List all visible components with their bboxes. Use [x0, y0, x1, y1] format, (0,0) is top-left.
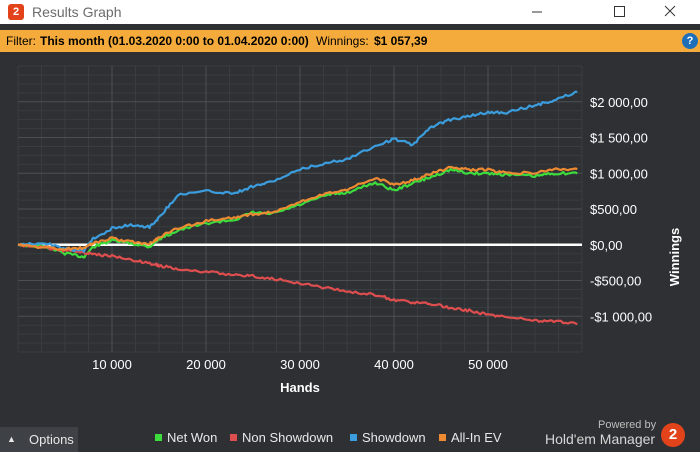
x-tick-label: 30 000	[280, 357, 320, 372]
x-tick-labels: 10 000 20 000 30 000 40 000 50 000	[92, 357, 508, 372]
powered-by-text: Powered by	[598, 419, 657, 431]
hm-logo-icon: 2	[661, 423, 685, 447]
close-button[interactable]	[648, 0, 694, 24]
legend-swatch-non-showdown	[230, 434, 237, 441]
x-tick-label: 50 000	[468, 357, 508, 372]
x-axis-label: Hands	[280, 380, 320, 395]
series-line-all-in-ev[interactable]	[17, 165, 578, 251]
series-line-showdown[interactable]	[17, 90, 578, 253]
legend-label-all-in-ev: All-In EV	[451, 430, 502, 445]
y-axis-label: Winnings	[667, 228, 682, 286]
y-tick-label: $1 000,00	[590, 166, 648, 181]
y-tick-label: $1 500,00	[590, 131, 648, 146]
brand-name: Hold'em Manager	[545, 431, 656, 447]
x-tick-label: 10 000	[92, 357, 132, 372]
maximize-icon	[614, 6, 625, 17]
app-logo-icon: 2	[8, 4, 24, 20]
y-tick-labels: $2 000,00 $1 500,00 $1 000,00 $500,00 $0,00 -…	[590, 95, 652, 325]
legend-swatch-net-won	[155, 434, 162, 441]
legend-all-in-ev[interactable]: All-In EV	[439, 431, 502, 445]
filter-value[interactable]: This month (01.03.2020 0:00 to 01.04.202…	[40, 34, 309, 48]
legend-non-showdown[interactable]: Non Showdown	[230, 431, 333, 445]
chevron-up-icon: ▲	[7, 434, 16, 444]
filter-label: Filter:	[6, 34, 36, 48]
window-title: Results Graph	[32, 4, 122, 20]
x-tick-label: 20 000	[186, 357, 226, 372]
title-bar: 2 Results Graph	[0, 0, 700, 24]
close-icon	[664, 5, 676, 17]
legend-label-showdown: Showdown	[362, 430, 426, 445]
legend-swatch-showdown	[350, 434, 357, 441]
minimize-icon	[532, 11, 542, 13]
options-label: Options	[29, 432, 74, 447]
results-chart[interactable]: $2 000,00 $1 500,00 $1 000,00 $500,00 $0,00 -…	[0, 52, 700, 424]
help-icon[interactable]: ?	[682, 33, 698, 49]
y-tick-label: $0,00	[590, 238, 623, 253]
y-tick-label: $500,00	[590, 202, 637, 217]
options-button[interactable]: ▲ Options	[0, 427, 78, 452]
legend-label-non-showdown: Non Showdown	[242, 430, 334, 445]
legend-net-won[interactable]: Net Won	[155, 431, 217, 445]
series-line-non-showdown[interactable]	[17, 243, 578, 326]
x-tick-label: 40 000	[374, 357, 414, 372]
legend-showdown[interactable]: Showdown	[350, 431, 426, 445]
winnings-label: Winnings:	[316, 34, 369, 48]
legend-swatch-all-in-ev	[439, 434, 446, 441]
y-tick-label: $2 000,00	[590, 95, 648, 110]
maximize-button[interactable]	[598, 0, 644, 24]
y-tick-label: -$500,00	[590, 274, 641, 289]
series-layer	[17, 90, 578, 326]
winnings-value: $1 057,39	[374, 34, 428, 48]
minimize-button[interactable]	[520, 0, 566, 24]
y-tick-label: -$1 000,00	[590, 309, 652, 324]
filter-bar[interactable]: Filter: This month (01.03.2020 0:00 to 0…	[0, 30, 700, 52]
legend-label-net-won: Net Won	[167, 430, 218, 445]
